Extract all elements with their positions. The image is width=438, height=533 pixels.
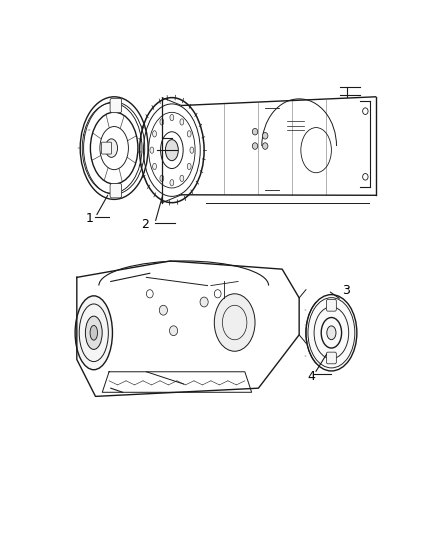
Circle shape xyxy=(262,133,268,139)
Ellipse shape xyxy=(160,175,164,182)
Ellipse shape xyxy=(327,326,336,340)
Ellipse shape xyxy=(170,180,174,186)
FancyBboxPatch shape xyxy=(326,352,336,364)
Ellipse shape xyxy=(180,119,184,125)
Circle shape xyxy=(159,305,167,315)
Ellipse shape xyxy=(306,295,357,371)
Ellipse shape xyxy=(75,296,113,370)
Ellipse shape xyxy=(85,316,102,350)
Circle shape xyxy=(252,143,258,149)
Text: 3: 3 xyxy=(342,284,350,297)
Ellipse shape xyxy=(187,131,191,137)
Ellipse shape xyxy=(152,131,156,137)
Ellipse shape xyxy=(187,163,191,169)
Circle shape xyxy=(252,128,258,135)
Circle shape xyxy=(262,143,268,149)
Ellipse shape xyxy=(180,175,184,182)
Ellipse shape xyxy=(160,119,164,125)
Ellipse shape xyxy=(152,163,156,169)
FancyBboxPatch shape xyxy=(110,98,122,112)
Ellipse shape xyxy=(105,139,117,157)
Ellipse shape xyxy=(90,325,98,340)
Text: 2: 2 xyxy=(141,218,149,231)
Ellipse shape xyxy=(150,147,154,154)
FancyBboxPatch shape xyxy=(326,300,336,311)
FancyBboxPatch shape xyxy=(102,142,111,154)
FancyBboxPatch shape xyxy=(110,183,122,198)
Text: 4: 4 xyxy=(307,370,315,383)
Ellipse shape xyxy=(190,147,194,154)
Circle shape xyxy=(200,297,208,307)
Circle shape xyxy=(170,326,178,336)
Text: 1: 1 xyxy=(85,212,93,225)
Ellipse shape xyxy=(166,140,178,160)
Ellipse shape xyxy=(170,115,174,121)
Ellipse shape xyxy=(214,294,255,351)
